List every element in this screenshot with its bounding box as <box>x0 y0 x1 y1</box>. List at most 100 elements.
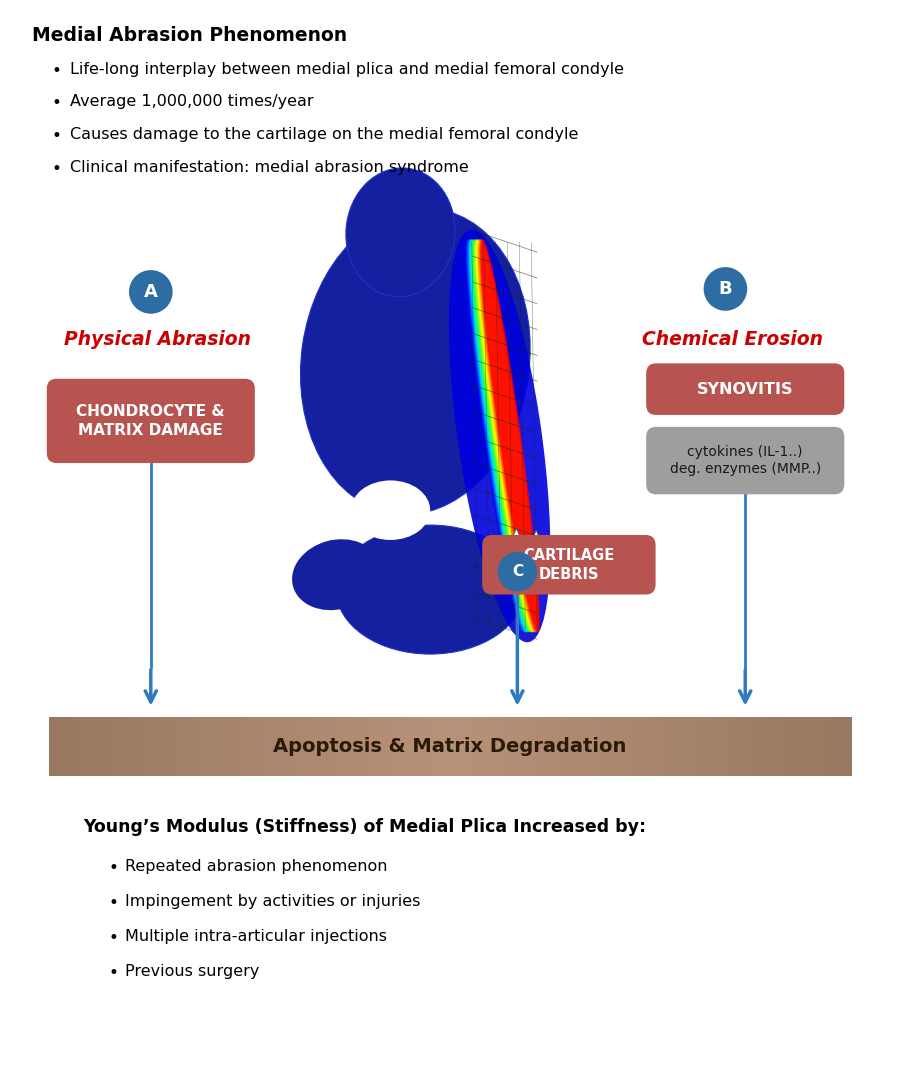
Text: •: • <box>108 964 118 981</box>
Bar <box>230 717 237 776</box>
Bar <box>329 717 338 776</box>
Bar <box>276 717 284 776</box>
Bar <box>149 717 157 776</box>
Bar <box>524 717 531 776</box>
Bar <box>263 717 270 776</box>
Bar <box>337 717 344 776</box>
Bar <box>222 717 230 776</box>
Bar <box>610 717 618 776</box>
Text: Chemical Erosion: Chemical Erosion <box>642 330 823 349</box>
Text: Impingement by activities or injuries: Impingement by activities or injuries <box>125 895 420 910</box>
Bar <box>604 717 611 776</box>
Bar <box>129 717 137 776</box>
Bar <box>82 717 90 776</box>
Bar <box>363 717 371 776</box>
Ellipse shape <box>346 168 455 296</box>
Bar <box>805 717 812 776</box>
Bar <box>664 717 671 776</box>
Ellipse shape <box>476 240 535 632</box>
Bar <box>202 717 211 776</box>
Bar <box>530 717 538 776</box>
Ellipse shape <box>474 240 534 632</box>
Text: Medial Abrasion Phenomenon: Medial Abrasion Phenomenon <box>32 26 347 45</box>
Ellipse shape <box>292 539 380 610</box>
Bar <box>269 717 277 776</box>
Bar <box>644 717 652 776</box>
Bar <box>631 717 638 776</box>
Bar <box>256 717 264 776</box>
Bar <box>483 717 491 776</box>
Bar <box>818 717 825 776</box>
Text: Life-long interplay between medial plica and medial femoral condyle: Life-long interplay between medial plica… <box>69 62 624 77</box>
Text: Repeated abrasion phenomenon: Repeated abrasion phenomenon <box>125 859 388 874</box>
Bar <box>563 717 572 776</box>
Bar <box>738 717 745 776</box>
Ellipse shape <box>467 240 526 632</box>
Text: •: • <box>51 62 61 79</box>
Bar <box>758 717 765 776</box>
Bar <box>744 717 752 776</box>
Ellipse shape <box>336 525 525 654</box>
Bar <box>410 717 418 776</box>
Bar <box>436 717 445 776</box>
Bar <box>115 717 123 776</box>
Text: cytokines (IL-1..)
deg. enzymes (MMP..): cytokines (IL-1..) deg. enzymes (MMP..) <box>670 445 821 476</box>
Text: •: • <box>51 94 61 112</box>
Text: SYNOVITIS: SYNOVITIS <box>697 382 794 397</box>
Circle shape <box>704 268 747 310</box>
FancyBboxPatch shape <box>47 379 255 463</box>
Text: A: A <box>144 282 158 301</box>
Bar <box>56 717 63 776</box>
Text: Multiple intra-articular injections: Multiple intra-articular injections <box>125 929 387 944</box>
Bar <box>704 717 712 776</box>
Text: B: B <box>718 280 733 297</box>
Ellipse shape <box>472 240 531 632</box>
Bar <box>698 717 705 776</box>
Bar <box>249 717 257 776</box>
Polygon shape <box>520 535 532 549</box>
Text: Average 1,000,000 times/year: Average 1,000,000 times/year <box>69 94 313 109</box>
Bar <box>296 717 304 776</box>
Bar <box>717 717 725 776</box>
Ellipse shape <box>301 209 530 515</box>
Bar <box>162 717 170 776</box>
Bar <box>183 717 190 776</box>
Bar <box>577 717 585 776</box>
Bar <box>290 717 297 776</box>
Bar <box>142 717 150 776</box>
Bar <box>136 717 143 776</box>
Bar <box>169 717 176 776</box>
Bar <box>751 717 759 776</box>
Ellipse shape <box>471 240 530 632</box>
Bar <box>356 717 365 776</box>
Bar <box>624 717 632 776</box>
Bar <box>651 717 658 776</box>
Ellipse shape <box>477 240 536 632</box>
Bar <box>303 717 310 776</box>
Bar <box>557 717 564 776</box>
Bar <box>497 717 505 776</box>
Ellipse shape <box>449 229 550 642</box>
Bar <box>316 717 324 776</box>
Bar <box>597 717 605 776</box>
Text: •: • <box>108 859 118 877</box>
Bar <box>350 717 357 776</box>
Text: •: • <box>108 895 118 913</box>
Bar <box>657 717 665 776</box>
Bar <box>209 717 217 776</box>
Polygon shape <box>510 529 522 541</box>
Bar <box>430 717 437 776</box>
Text: CHONDROCYTE &
MATRIX DAMAGE: CHONDROCYTE & MATRIX DAMAGE <box>76 404 225 438</box>
Bar <box>797 717 806 776</box>
Bar <box>637 717 645 776</box>
Bar <box>343 717 351 776</box>
Bar <box>778 717 786 776</box>
Bar <box>584 717 591 776</box>
Bar <box>684 717 692 776</box>
Text: Clinical manifestation: medial abrasion syndrome: Clinical manifestation: medial abrasion … <box>69 159 468 174</box>
Text: Previous surgery: Previous surgery <box>125 964 259 979</box>
Bar <box>95 717 104 776</box>
Bar <box>824 717 832 776</box>
Bar <box>376 717 384 776</box>
Text: •: • <box>51 159 61 178</box>
